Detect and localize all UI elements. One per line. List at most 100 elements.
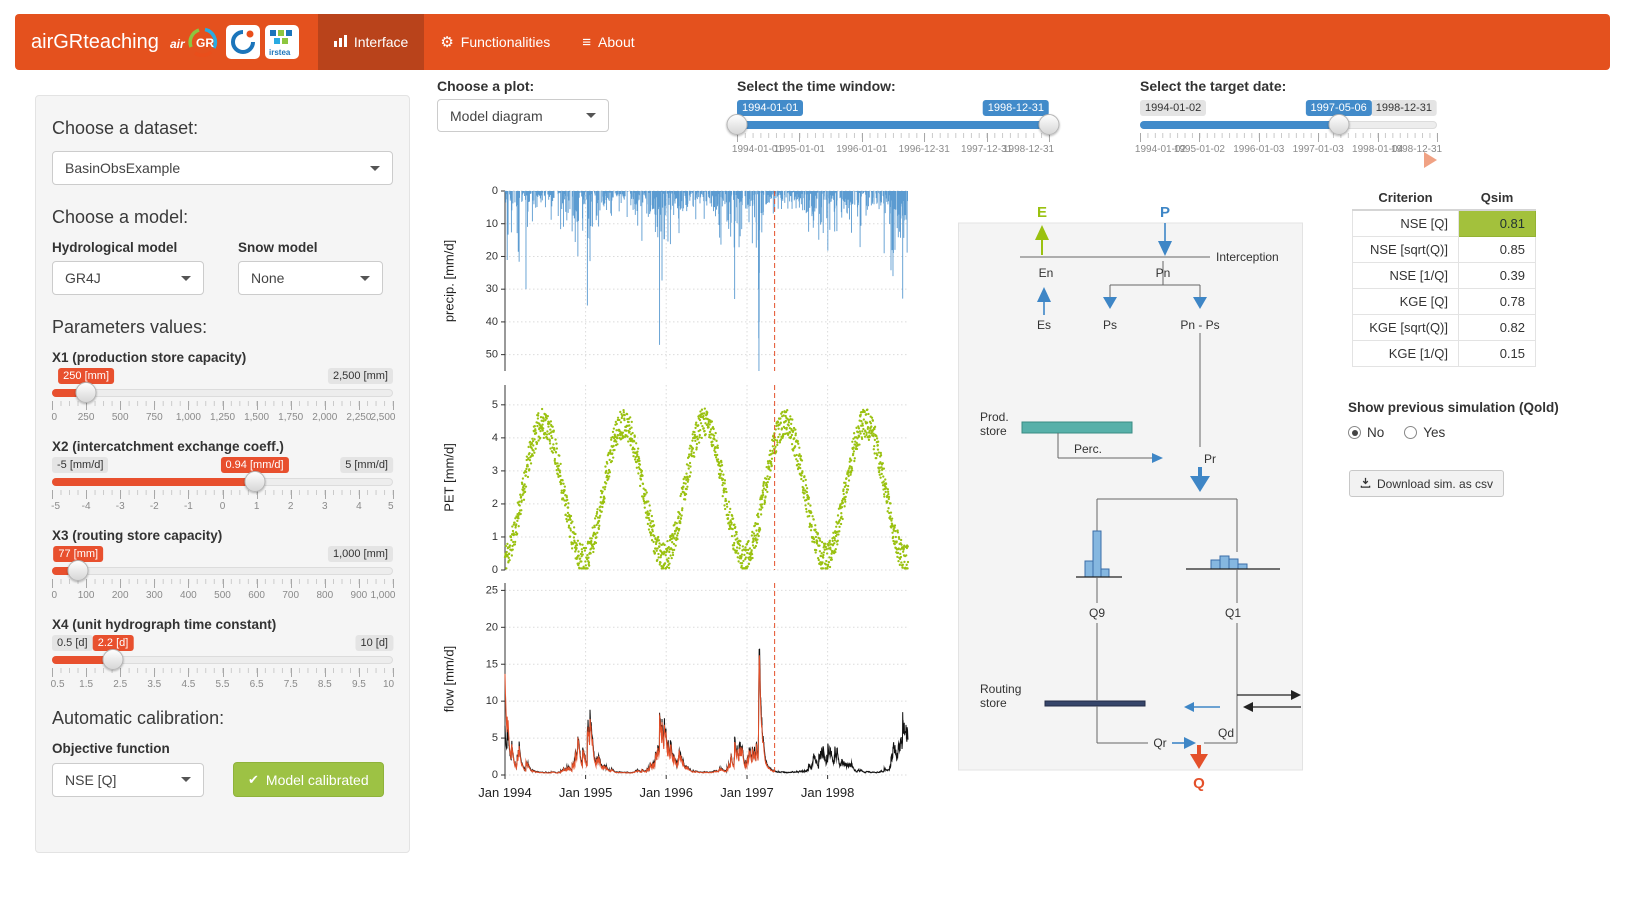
param-x2-label: X2 (intercatchment exchange coeff.): [52, 439, 284, 454]
diagram-label-pr: Pr: [1204, 452, 1216, 466]
dataset-select[interactable]: BasinObsExample: [52, 151, 393, 185]
slider-scale-label: 0: [219, 501, 226, 512]
slider-scale-label: -2: [149, 501, 159, 512]
svg-text:air: air: [170, 37, 186, 51]
slider-handle[interactable]: [244, 471, 266, 492]
slider-scale-label: 500: [214, 590, 231, 601]
slider-value-label: 0.94 [mm/d]: [220, 457, 289, 473]
slider-handle[interactable]: [75, 382, 97, 403]
qold-radio-no[interactable]: No: [1348, 425, 1384, 440]
slider-limit-label: 10 [d]: [355, 635, 393, 651]
irstea-logo: irstea: [264, 25, 299, 59]
slider-scale-label: 200: [111, 590, 129, 601]
slider-major-tick: [222, 579, 224, 588]
slider-major-tick: [1437, 133, 1438, 142]
tab-about-label: About: [598, 34, 635, 50]
criterion-value: 0.81: [1458, 209, 1536, 237]
slider-handle[interactable]: [726, 114, 748, 135]
diagram-label-qd: Qd: [1218, 726, 1234, 740]
slider-major-tick: [188, 490, 190, 499]
slider-scale-label: 1,750: [278, 412, 304, 423]
slider-scale-label: 3: [322, 501, 328, 512]
slider-major-tick: [86, 401, 88, 410]
slider-track[interactable]: [52, 567, 393, 575]
snow-model-label: Snow model: [238, 240, 318, 255]
slider-handle[interactable]: [102, 649, 124, 670]
tab-functionalities[interactable]: ⚙ Functionalities: [424, 14, 566, 70]
slider-minor-ticks: [1140, 133, 1437, 138]
param-x1-slider[interactable]: 0 250 500 750 1,000 1,250 1,500 1,750 2,000 2,250…: [51, 367, 396, 427]
slider-scale-label: 800: [316, 590, 334, 601]
slider-major-tick: [120, 401, 122, 410]
criteria-row: KGE [1/Q] 0.15: [1352, 340, 1536, 367]
param-x2: X2 (intercatchment exchange coeff.) -5 -4…: [51, 439, 394, 516]
qold-radio-label: Yes: [1423, 425, 1446, 440]
snow-model-select[interactable]: None: [238, 261, 383, 295]
slider-limit-label: 1,000 [mm]: [327, 546, 393, 562]
slider-bar: [1140, 121, 1339, 129]
chevron-down-icon: [181, 275, 191, 281]
objective-function-select[interactable]: NSE [Q]: [52, 762, 204, 797]
slider-major-tick: [188, 668, 190, 677]
criterion-value: 0.78: [1458, 288, 1536, 315]
plot-chooser-label: Choose a plot:: [437, 78, 535, 94]
slider-handle[interactable]: [1328, 114, 1350, 135]
play-animation-button[interactable]: [1424, 152, 1437, 168]
slider-major-tick: [290, 401, 292, 410]
param-x4-slider[interactable]: 0.5 1.5 2.5 3.5 4.5 5.5 6.5 7.5 8.5 9.5 10 0.5 [d] 1…: [50, 634, 394, 694]
hydro-model-select[interactable]: GR4J: [52, 261, 204, 295]
diagram-label-pn-ps: Pn - Ps: [1180, 318, 1219, 332]
download-csv-button[interactable]: Download sim. as csv: [1349, 470, 1505, 497]
slider-scale-label: 1998-12-31: [1390, 144, 1443, 155]
app-brand: airGRteaching: [31, 30, 159, 53]
sidebar-panel: Choose a dataset: BasinObsExample Choose…: [35, 95, 410, 853]
slider-major-tick: [256, 579, 258, 588]
slider-handle[interactable]: [1038, 114, 1060, 135]
slider-scale-label: 0.5: [50, 679, 65, 690]
tab-functionalities-label: Functionalities: [460, 34, 551, 50]
criterion-value: 0.85: [1458, 236, 1536, 263]
slider-major-tick: [290, 490, 292, 499]
slider-major-tick: [324, 490, 326, 499]
slider-value-label: 1994-01-01: [737, 100, 804, 116]
tab-about[interactable]: ≡ About: [566, 14, 650, 70]
tab-interface[interactable]: Interface: [317, 14, 425, 70]
radio-circle-icon: [1404, 426, 1418, 439]
slider-major-tick: [154, 579, 156, 588]
criteria-row: NSE [sqrt(Q)] 0.85: [1352, 236, 1536, 263]
diagram-label-interception: Interception: [1216, 250, 1279, 264]
objective-function-label: Objective function: [52, 741, 170, 756]
qold-radio-yes[interactable]: Yes: [1404, 425, 1445, 440]
slider-limit-label: -5 [mm/d]: [52, 457, 109, 473]
target-date-label: Select the target date:: [1140, 78, 1287, 94]
navbar: airGRteaching air GR irstea: [15, 14, 1610, 70]
param-x3-slider[interactable]: 0 100 200 300 400 500 600 700 800 900 1,000 1,000 […: [51, 545, 396, 605]
model-calibrated-button[interactable]: ✔ Model calibrated: [233, 762, 384, 797]
slider-major-tick: [52, 401, 53, 410]
slider-scale-label: 1994-01-01: [731, 144, 784, 155]
slider-scale-label: 900: [350, 590, 368, 601]
slider-scale-label: -3: [115, 501, 125, 512]
slider-bar: [52, 567, 79, 575]
slider-major-tick: [1140, 133, 1141, 142]
slider-major-tick: [358, 401, 360, 410]
slider-major-tick: [393, 668, 394, 677]
slider-track[interactable]: [52, 389, 393, 397]
target-date-slider[interactable]: 1994-01-02 1995-01-02 1996-01-03 1997-01-03…: [1135, 99, 1442, 159]
plot-select[interactable]: Model diagram: [437, 99, 609, 132]
param-x2-slider[interactable]: -5 -4 -3 -2 -1 0 1 2 3 4 5 -5 [mm/d] 5 [mm/d] 0.94 [m…: [51, 456, 394, 516]
time-window-slider[interactable]: 1994-01-01 1995-01-01 1996-01-01 1996-12-31…: [726, 99, 1060, 159]
airgr-logo: air GR: [169, 23, 221, 61]
slider-handle[interactable]: [67, 560, 89, 581]
slider-major-tick: [1199, 133, 1201, 142]
plot-select-value: Model diagram: [450, 107, 543, 124]
criterion-name: KGE [sqrt(Q)]: [1352, 314, 1459, 341]
radio-circle-icon: [1348, 426, 1361, 439]
target-date-control: Select the target date: 1994-01-02 1995-0…: [1135, 78, 1442, 168]
slider-scale-label: 0: [51, 412, 58, 423]
slider-scale-label: 2,250: [346, 412, 372, 423]
slider-major-tick: [154, 401, 156, 410]
slider-scale-label: 3.5: [147, 679, 162, 690]
qold-label: Show previous simulation (Qold): [1348, 400, 1559, 415]
model-diagram: E P Interception En Pn Es Ps Pn - Ps Pro…: [958, 204, 1303, 792]
